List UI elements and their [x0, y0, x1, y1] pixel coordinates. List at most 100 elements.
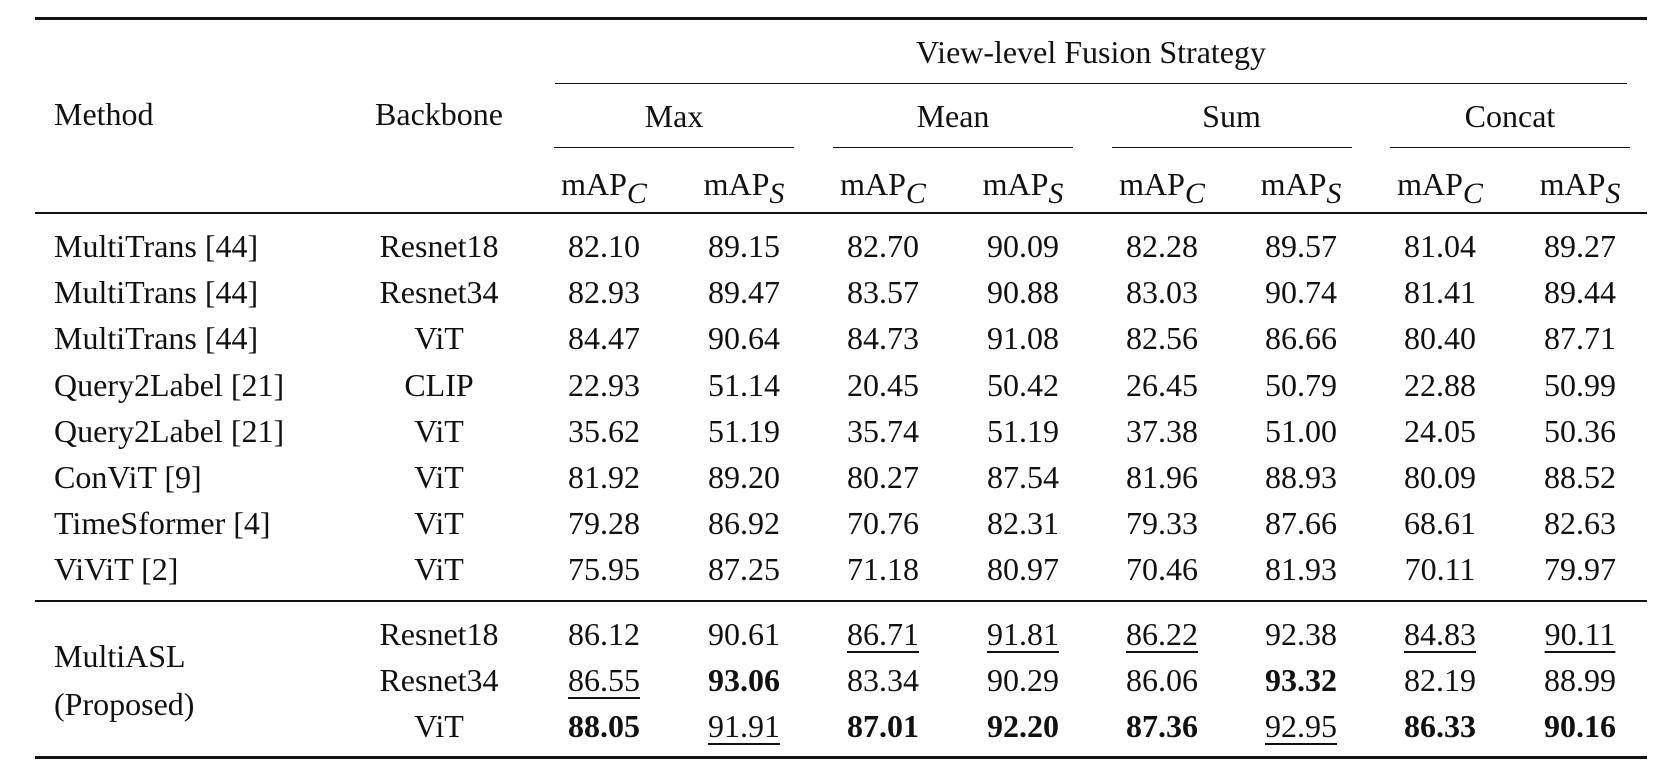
cell-value: 90.88 [987, 274, 1059, 311]
cell-value: 80.40 [1404, 320, 1476, 357]
cell-value: 82.19 [1404, 662, 1476, 698]
cell-value: 80.27 [847, 459, 919, 495]
backbone-name: ViT [414, 708, 464, 744]
cell-value: 81.93 [1265, 551, 1337, 588]
metric-header: mAPS [1260, 166, 1342, 210]
cell-value: 87.36 [1126, 708, 1198, 744]
method-name: Query2Label [21] [54, 412, 285, 449]
cell-value: 93.32 [1265, 662, 1337, 698]
backbone-name: Resnet18 [379, 228, 499, 264]
metric-subscript: C [905, 177, 926, 210]
strategy-rule [1111, 147, 1352, 148]
metric-header: mAPC [1119, 166, 1205, 210]
cell-value: 91.91 [708, 708, 780, 744]
cell-value: 80.97 [987, 551, 1059, 588]
group-title: View-level Fusion Strategy [915, 34, 1267, 70]
cell-value: 51.19 [987, 412, 1059, 449]
method-name: (Proposed) [54, 686, 195, 722]
cell-value: 86.12 [568, 616, 640, 652]
backbone-name: ViT [414, 459, 464, 495]
cell-value: 82.93 [568, 274, 640, 311]
cell-value: 50.99 [1544, 366, 1616, 403]
cell-value: 90.29 [987, 662, 1059, 698]
cell-value: 88.52 [1544, 459, 1616, 495]
cell-value: 79.28 [568, 505, 640, 542]
metric-header: mAPC [561, 166, 647, 210]
cell-value: 86.33 [1404, 708, 1476, 744]
cell-value: 35.62 [568, 412, 640, 449]
cell-value: 87.71 [1544, 320, 1616, 357]
cell-value: 75.95 [568, 551, 640, 588]
cell-value: 70.76 [847, 505, 919, 542]
cell-value: 84.83 [1404, 616, 1476, 652]
cell-value: 90.74 [1265, 274, 1337, 311]
metric-header: mAPC [1397, 166, 1483, 210]
method-name: TimeSformer [4] [54, 505, 271, 542]
method-name: Query2Label [21] [54, 366, 285, 403]
cell-value: 91.08 [987, 320, 1059, 357]
cell-value: 80.09 [1404, 459, 1476, 495]
cell-value: 50.36 [1544, 412, 1616, 449]
cell-value: 89.47 [708, 274, 780, 311]
method-name: ViViT [2] [54, 551, 179, 588]
cell-value: 93.06 [708, 662, 780, 698]
backbone-name: ViT [414, 412, 464, 449]
backbone-name: ViT [414, 505, 464, 542]
cell-value: 92.95 [1265, 708, 1337, 744]
cell-value: 51.19 [708, 412, 780, 449]
cell-value: 68.61 [1404, 505, 1476, 542]
cell-value: 87.54 [987, 459, 1059, 495]
header-backbone: Backbone [375, 96, 503, 132]
backbone-name: ViT [414, 320, 464, 357]
cell-value: 83.03 [1126, 274, 1198, 311]
metric-header: mAPS [982, 166, 1064, 210]
cell-value: 87.66 [1265, 505, 1337, 542]
cell-value: 82.10 [568, 228, 640, 264]
header-rule [35, 212, 1647, 214]
cell-value: 84.47 [568, 320, 640, 357]
metric-header: mAPC [840, 166, 926, 210]
cell-value: 70.46 [1126, 551, 1198, 588]
bottom-rule [35, 756, 1647, 759]
cell-value: 86.55 [568, 662, 640, 698]
cell-value: 81.92 [568, 459, 640, 495]
cell-value: 89.57 [1265, 228, 1337, 264]
metric-subscript: S [1326, 177, 1342, 210]
method-name: MultiTrans [44] [54, 274, 259, 311]
backbone-name: Resnet18 [379, 616, 499, 652]
cell-value: 26.45 [1126, 366, 1198, 403]
metric-subscript: C [626, 177, 647, 210]
cell-value: 83.57 [847, 274, 919, 311]
cell-value: 89.44 [1544, 274, 1616, 311]
cell-value: 89.20 [708, 459, 780, 495]
top-rule [35, 17, 1647, 20]
cell-value: 86.71 [847, 616, 919, 652]
metric-subscript: S [1048, 177, 1064, 210]
cell-value: 51.14 [708, 366, 780, 403]
cell-value: 90.61 [708, 616, 780, 652]
metric-subscript: S [769, 177, 785, 210]
cell-value: 87.01 [847, 708, 919, 744]
cell-value: 50.42 [987, 366, 1059, 403]
backbone-name: CLIP [404, 366, 474, 403]
section-rule [35, 600, 1647, 602]
cell-value: 83.34 [847, 662, 919, 698]
metric-subscript: C [1462, 177, 1483, 210]
cell-value: 81.96 [1126, 459, 1198, 495]
method-name: MultiTrans [44] [54, 320, 259, 357]
cell-value: 79.33 [1126, 505, 1198, 542]
metric-subscript: S [1605, 177, 1621, 210]
cell-value: 91.81 [987, 616, 1059, 652]
metric-subscript: C [1184, 177, 1205, 210]
cell-value: 89.27 [1544, 228, 1616, 264]
cell-value: 24.05 [1404, 412, 1476, 449]
cell-value: 22.88 [1404, 366, 1476, 403]
cell-value: 50.79 [1265, 366, 1337, 403]
cell-value: 37.38 [1126, 412, 1198, 449]
cell-value: 81.04 [1404, 228, 1476, 264]
cell-value: 82.70 [847, 228, 919, 264]
strategy-rule [554, 147, 794, 148]
cell-value: 89.15 [708, 228, 780, 264]
strategy-rule [1390, 147, 1630, 148]
